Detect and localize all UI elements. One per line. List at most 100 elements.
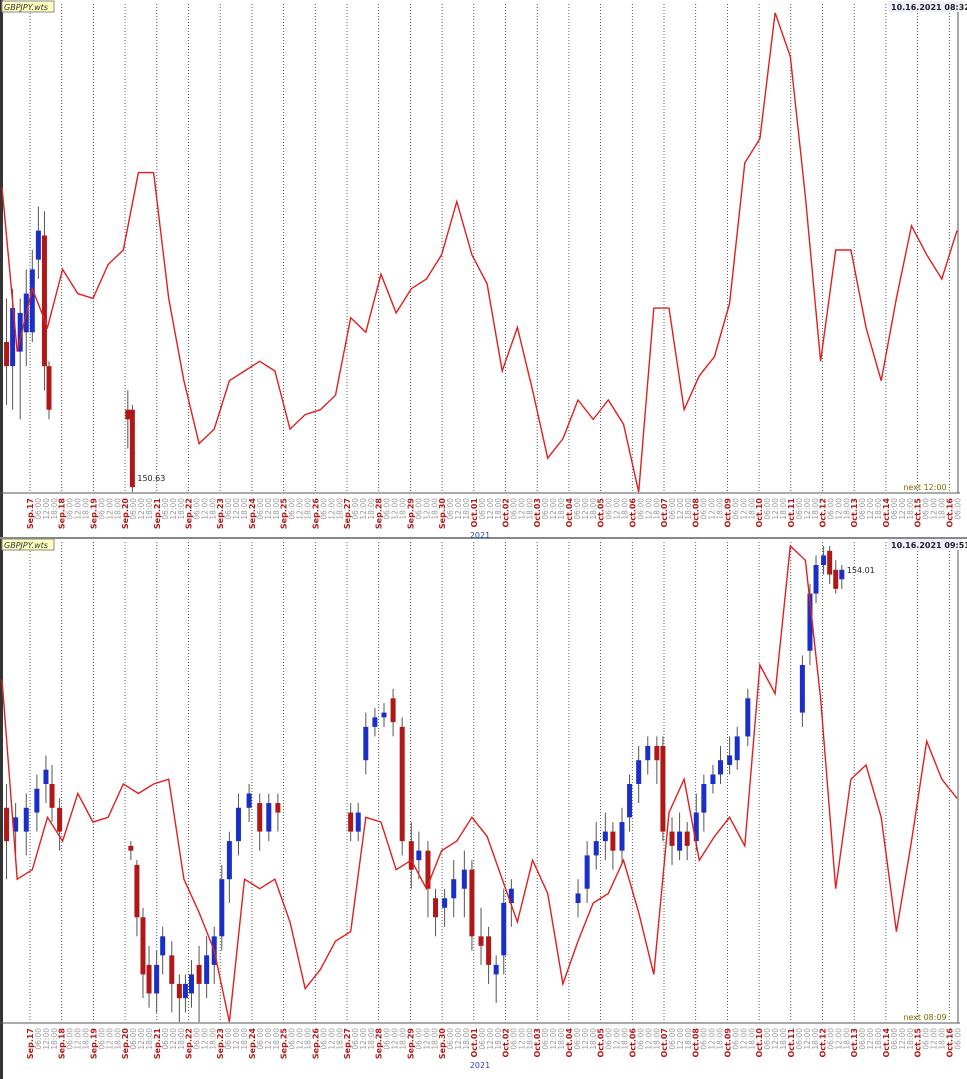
candle-body <box>610 831 616 851</box>
x-tick-label: Oct.06 <box>628 498 637 528</box>
x-time-label: 06:00 <box>510 1028 519 1050</box>
x-time-label: 18:00 <box>621 1028 630 1050</box>
x-time-label: 12:00 <box>708 498 717 520</box>
x-time-label: 06:00 <box>66 1028 75 1050</box>
candle-body <box>654 745 660 761</box>
x-time-label: 18:00 <box>557 498 566 520</box>
x-time-label: 18:00 <box>938 1028 947 1050</box>
x-time-label: 12:00 <box>169 1028 178 1050</box>
x-time-label: 18:00 <box>50 498 59 520</box>
x-time-label: 06:00 <box>510 498 519 520</box>
x-time-label: 12:00 <box>359 498 368 520</box>
x-time-label: 18:00 <box>272 1028 281 1050</box>
x-time-label: 18:00 <box>430 1028 439 1050</box>
x-time-label: 06:00 <box>97 1028 106 1050</box>
x-time-label: 18:00 <box>113 498 122 520</box>
x-time-label: 06:00 <box>224 498 233 520</box>
x-time-label: 06:00 <box>731 1028 740 1050</box>
x-tick-label: Sep.19 <box>89 498 98 530</box>
x-time-label: 12:00 <box>708 1028 717 1050</box>
x-time-label: 18:00 <box>304 1028 313 1050</box>
x-time-label: 12:00 <box>581 1028 590 1050</box>
x-tick-label: Sep.26 <box>311 1028 320 1060</box>
x-time-label: 12:00 <box>835 498 844 520</box>
timestamp: 10.16.2021 08:32 SA <box>891 3 967 12</box>
candle-body <box>13 817 19 832</box>
x-time-label: 18:00 <box>811 498 820 520</box>
x-time-label: 06:00 <box>953 498 962 520</box>
next-label: next 12:00 <box>903 483 946 492</box>
x-tick-label: Oct.16 <box>945 1028 954 1058</box>
candle-body <box>718 760 724 775</box>
candle-body <box>390 698 396 723</box>
candle-body <box>246 793 252 808</box>
x-time-label: 18:00 <box>209 498 218 520</box>
x-time-label: 18:00 <box>399 498 408 520</box>
title: GBPJPY.wts <box>4 3 48 12</box>
candle-body <box>23 807 29 832</box>
x-time-label: 06:00 <box>922 1028 931 1050</box>
x-time-label: 12:00 <box>739 1028 748 1050</box>
x-time-label: 18:00 <box>430 498 439 520</box>
candle-body <box>204 955 210 984</box>
x-time-label: 06:00 <box>700 1028 709 1050</box>
x-tick-label: Sep.26 <box>311 498 320 530</box>
candle-body <box>381 712 387 718</box>
x-time-label: 12:00 <box>327 498 336 520</box>
x-time-label: 12:00 <box>391 498 400 520</box>
x-time-label: 18:00 <box>145 1028 154 1050</box>
candle-body <box>584 855 590 889</box>
x-time-label: 18:00 <box>82 1028 91 1050</box>
x-time-label: 18:00 <box>621 498 630 520</box>
x-time-label: 06:00 <box>193 498 202 520</box>
x-tick-label: Sep.27 <box>343 498 352 529</box>
x-time-label: 12:00 <box>676 1028 685 1050</box>
x-time-label: 12:00 <box>486 1028 495 1050</box>
x-time-label: 12:00 <box>137 498 146 520</box>
x-tick-label: Sep.23 <box>216 498 225 529</box>
candle-body <box>451 879 457 899</box>
x-time-label: 12:00 <box>803 498 812 520</box>
candle-body <box>636 760 642 784</box>
x-tick-label: Sep.27 <box>343 1028 352 1059</box>
candle-body <box>593 841 599 856</box>
x-time-label: 06:00 <box>922 498 931 520</box>
x-time-label: 06:00 <box>668 498 677 520</box>
candle-body <box>226 841 232 880</box>
x-tick-label: Sep.18 <box>58 1028 67 1060</box>
x-time-label: 12:00 <box>264 1028 273 1050</box>
x-time-label: 18:00 <box>557 1028 566 1050</box>
x-time-label: 06:00 <box>66 498 75 520</box>
candle-body <box>154 964 160 994</box>
candle-body <box>701 784 707 813</box>
x-time-label: 12:00 <box>105 1028 114 1050</box>
candle-body <box>461 869 467 889</box>
candle-body <box>34 788 40 813</box>
x-tick-label: Sep.25 <box>280 1028 289 1060</box>
x-time-label: 06:00 <box>858 498 867 520</box>
x-time-label: 06:00 <box>890 498 899 520</box>
title: GBPJPY.wts <box>4 541 48 550</box>
x-time-label: 06:00 <box>161 1028 170 1050</box>
x-tick-label: Sep.20 <box>121 498 130 530</box>
x-tick-label: Sep.20 <box>121 1028 130 1060</box>
x-time-label: 06:00 <box>129 1028 138 1050</box>
x-time-label: 12:00 <box>422 1028 431 1050</box>
candle-body <box>169 955 175 984</box>
candle-body <box>669 831 675 846</box>
x-tick-label: Oct.12 <box>819 1028 828 1058</box>
x-time-label: 06:00 <box>288 1028 297 1050</box>
x-time-label: 06:00 <box>256 1028 265 1050</box>
x-tick-label: Oct.09 <box>723 498 732 528</box>
candle-body <box>29 269 35 333</box>
x-time-label: 18:00 <box>177 1028 186 1050</box>
x-time-label: 12:00 <box>518 498 527 520</box>
candle-body <box>372 717 378 727</box>
x-time-label: 06:00 <box>256 498 265 520</box>
candle-body <box>140 917 146 975</box>
candle-body <box>660 745 666 832</box>
candle-body <box>508 888 514 903</box>
x-tick-label: Oct.12 <box>819 498 828 528</box>
